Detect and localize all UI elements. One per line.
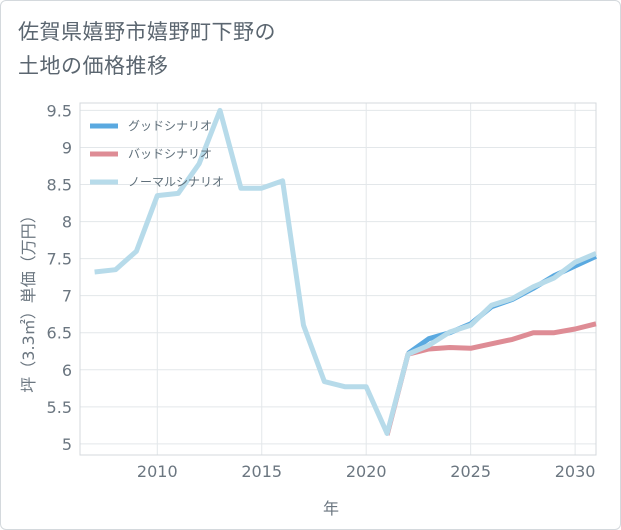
y-tick-label: 6 bbox=[62, 361, 72, 380]
y-axis-ticks: 5 5.5 6 6.5 7 7.5 8 8.5 9 9.5 bbox=[47, 101, 72, 453]
legend-label: ノーマルシナリオ bbox=[128, 175, 224, 189]
legend-label: グッドシナリオ bbox=[128, 119, 212, 133]
y-tick-label: 9.5 bbox=[47, 101, 72, 120]
x-tick-label: 2010 bbox=[137, 462, 178, 481]
plot-frame bbox=[79, 102, 597, 456]
y-tick-label: 5 bbox=[62, 435, 72, 454]
grid-lines bbox=[80, 103, 596, 455]
chart-title-line-2: 土地の価格推移 bbox=[18, 54, 169, 78]
x-tick-label: 2015 bbox=[241, 462, 282, 481]
x-axis-label: 年 bbox=[323, 499, 339, 518]
x-tick-label: 2025 bbox=[450, 462, 491, 481]
x-tick-label: 2030 bbox=[555, 462, 596, 481]
y-axis-label: 坪（3.3㎡）単価（万円） bbox=[19, 207, 38, 392]
y-tick-label: 8.5 bbox=[47, 176, 72, 195]
y-tick-label: 8 bbox=[62, 213, 72, 232]
x-axis-ticks: 2010 2015 2020 2025 2030 bbox=[137, 462, 596, 481]
legend-label: バッドシナリオ bbox=[128, 147, 212, 161]
y-tick-label: 6.5 bbox=[47, 324, 72, 343]
y-tick-label: 9 bbox=[62, 138, 72, 157]
series-layer bbox=[94, 107, 598, 436]
chart-title-line-1: 佐賀県嬉野市嬉野町下野の bbox=[18, 20, 276, 44]
series-line-1 bbox=[384, 321, 597, 436]
x-tick-label: 2020 bbox=[346, 462, 387, 481]
y-tick-label: 7.5 bbox=[47, 250, 72, 269]
chart-title: 佐賀県嬉野市嬉野町下野の 土地の価格推移 bbox=[18, 15, 378, 83]
y-tick-label: 5.5 bbox=[47, 398, 72, 417]
y-tick-label: 7 bbox=[62, 287, 72, 306]
series-line-2 bbox=[94, 107, 597, 436]
